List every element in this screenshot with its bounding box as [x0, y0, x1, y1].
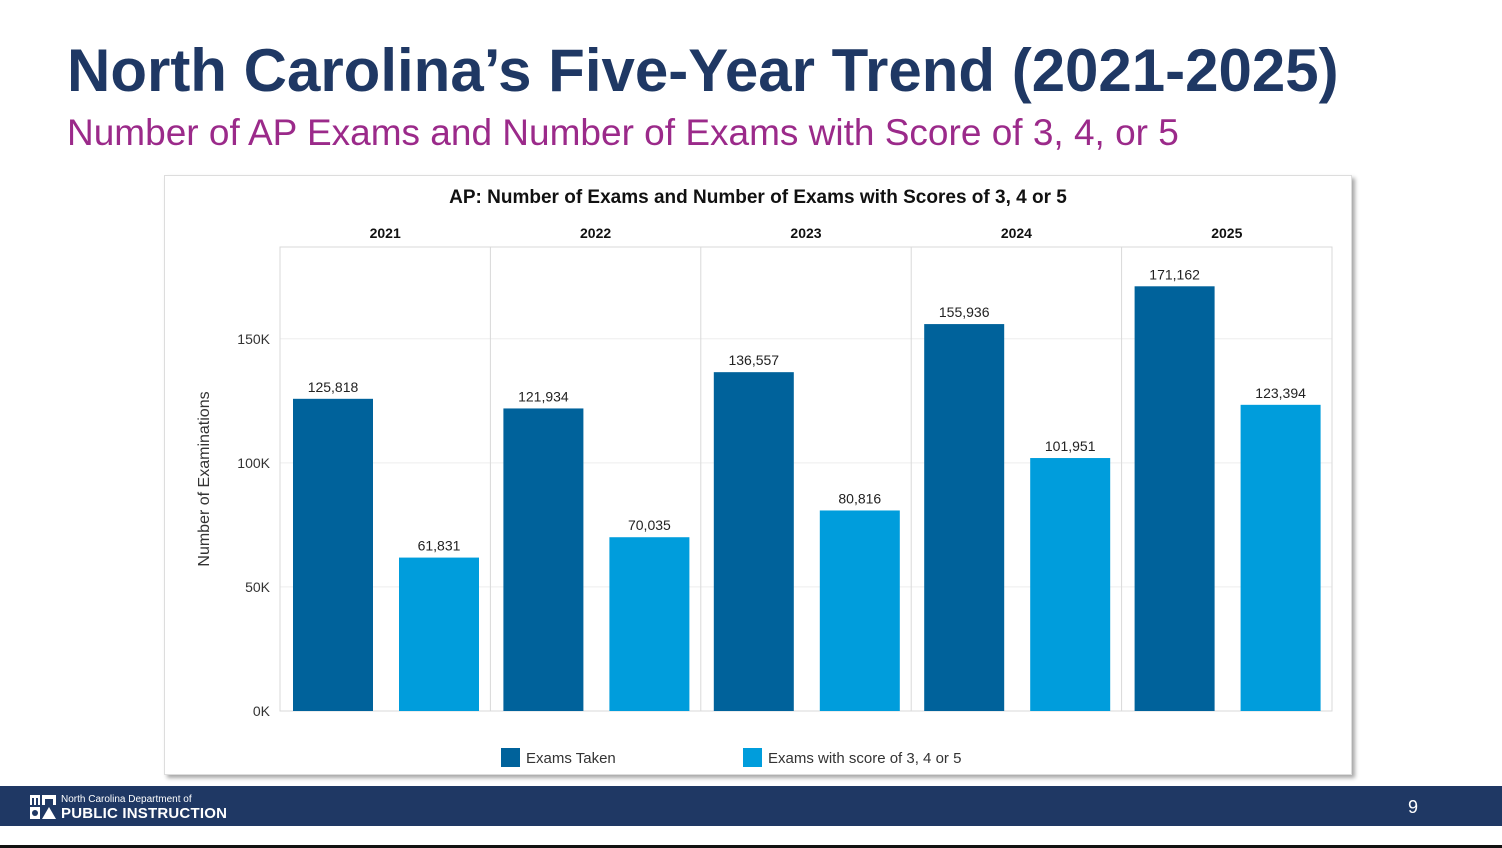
legend-swatch: [743, 748, 762, 767]
bar-exams-taken: [293, 398, 373, 711]
page-number: 9: [1407, 797, 1418, 817]
y-tick-label: 0K: [253, 703, 271, 719]
y-tick-label: 100K: [237, 455, 270, 471]
bar-exams-3-4-5: [609, 537, 690, 711]
y-tick-label: 150K: [237, 331, 270, 347]
data-label: 121,934: [518, 388, 569, 404]
bar-exams-3-4-5: [819, 510, 900, 711]
legend-swatch: [501, 748, 520, 767]
bar-exams-taken: [713, 372, 794, 711]
panel-year-label: 2023: [790, 225, 821, 241]
ncdpi-logo-icon: [30, 795, 56, 819]
data-label: 125,818: [308, 379, 359, 395]
org-name-line2: PUBLIC INSTRUCTION: [61, 805, 228, 822]
data-label: 171,162: [1149, 266, 1200, 282]
bar-exams-taken: [503, 408, 584, 711]
slide-subtitle: Number of AP Exams and Number of Exams w…: [67, 112, 1179, 153]
chart-container: AP: Number of Exams and Number of Exams …: [164, 175, 1352, 775]
panel-year-label: 2021: [370, 225, 401, 241]
slide-title: North Carolina’s Five-Year Trend (2021-2…: [67, 37, 1339, 104]
org-name-line1: North Carolina Department of: [61, 794, 192, 805]
panel-year-label: 2022: [580, 225, 611, 241]
y-tick-label: 50K: [245, 579, 271, 595]
data-label: 61,831: [418, 538, 461, 554]
panel-year-label: 2025: [1211, 225, 1242, 241]
panel-year-label: 2024: [1001, 225, 1032, 241]
bar-exams-3-4-5: [1240, 404, 1321, 711]
bottom-rule: [0, 845, 1502, 848]
data-label: 101,951: [1045, 438, 1096, 454]
data-label: 70,035: [628, 517, 671, 533]
bar-chart: AP: Number of Exams and Number of Exams …: [196, 187, 1333, 767]
legend-label: Exams Taken: [526, 750, 616, 767]
plot-frame: [279, 246, 1333, 712]
chart-title: AP: Number of Exams and Number of Exams …: [449, 187, 1067, 208]
data-label: 80,816: [838, 490, 881, 506]
footer-bar: North Carolina Department of PUBLIC INST…: [0, 786, 1502, 826]
legend-label: Exams with score of 3, 4 or 5: [768, 750, 961, 767]
data-label: 136,557: [728, 352, 779, 368]
bar-exams-3-4-5: [1030, 458, 1111, 711]
bar-exams-taken: [924, 324, 1005, 711]
y-axis-label: Number of Examinations: [196, 391, 213, 566]
bar-exams-3-4-5: [399, 557, 479, 711]
data-label: 155,936: [939, 304, 990, 320]
bar-exams-taken: [1134, 286, 1215, 711]
data-label: 123,394: [1255, 385, 1306, 401]
